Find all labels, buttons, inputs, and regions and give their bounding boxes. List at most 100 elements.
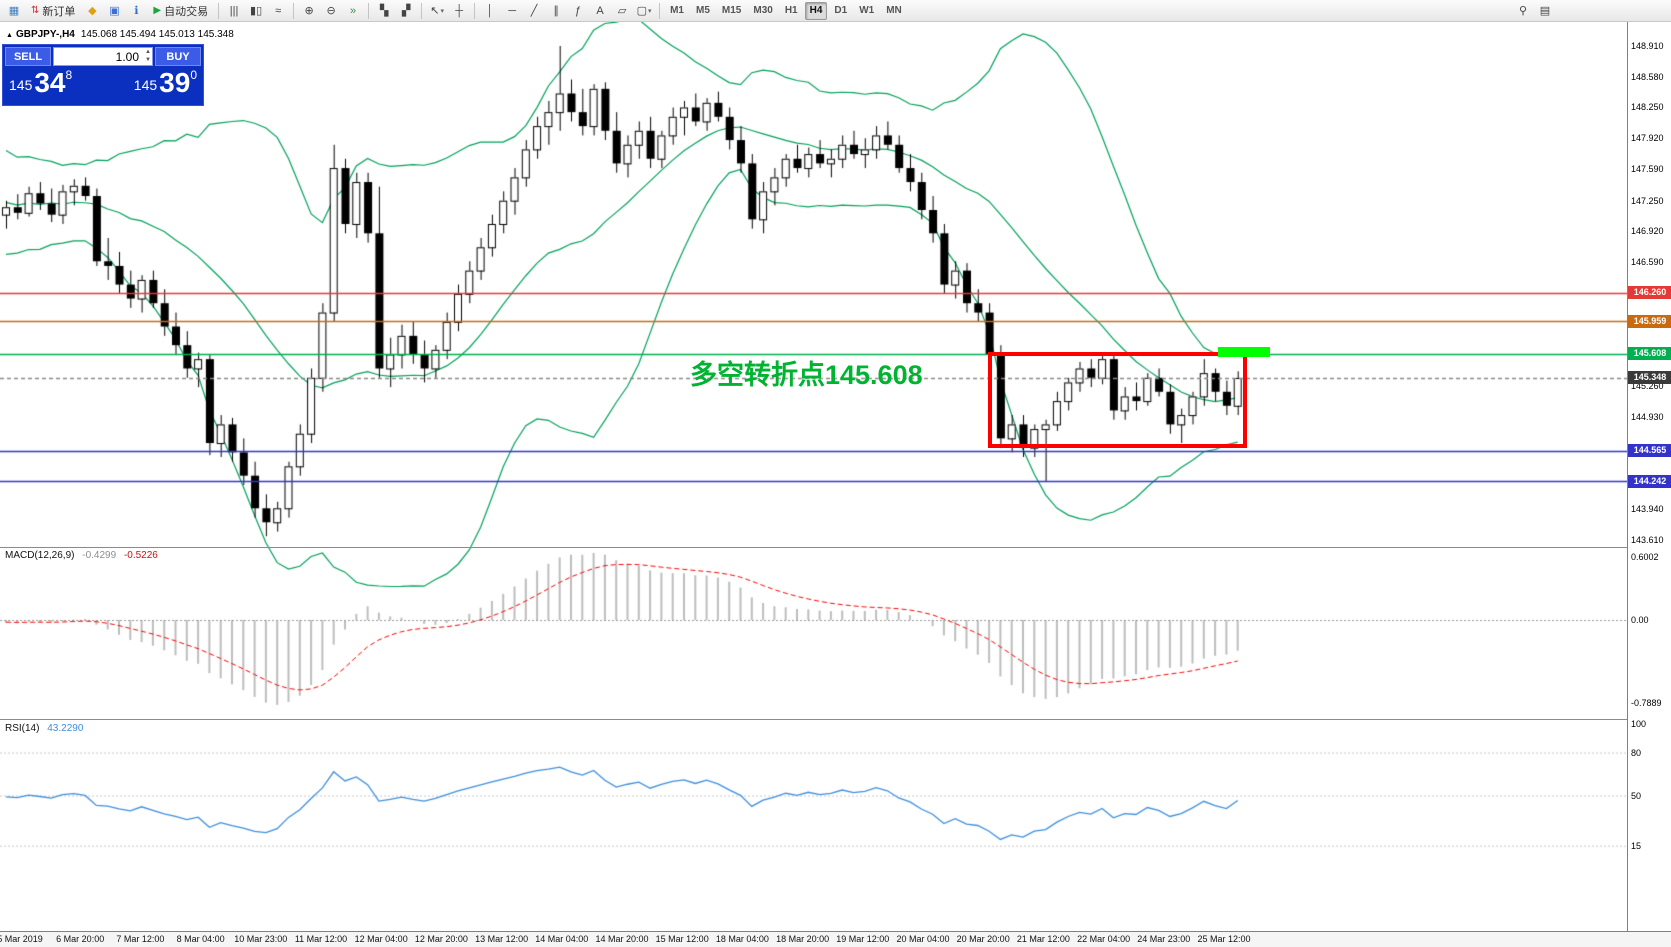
rsi-axis-label: 15 [1631,841,1642,852]
zoom-out-icon[interactable]: ⊖ [326,5,336,17]
rsi-value: 43.2290 [47,723,84,734]
time-axis-label: 11 Mar 12:00 [294,934,348,944]
rsi-axis-label: 80 [1631,748,1642,759]
search-icon[interactable]: ⚲ [1518,5,1528,17]
time-axis-label: 19 Mar 12:00 [836,934,890,944]
trendline-icon[interactable]: ╱ [530,5,538,17]
tile-windows-icon[interactable]: ▚ [379,5,389,17]
chart-shift-icon[interactable]: » [350,4,357,17]
rsi-axis-label: 50 [1631,791,1642,802]
timeframe-m15-button[interactable]: M15 [721,5,742,16]
toolbar-separator [293,2,295,19]
buy-button[interactable]: BUY [155,47,201,66]
price-axis-label: 146.590 [1631,257,1664,268]
price-level-badge: 146.260 [1628,286,1671,299]
time-axis-label: 14 Mar 20:00 [595,934,649,944]
rsi-axis-label: 100 [1631,719,1647,730]
price-axis-label: 148.250 [1631,102,1664,113]
candlestick-type-icon[interactable]: ▮▯ [250,5,263,17]
cursor-icon[interactable]: ↖ ▾ [430,5,444,17]
price-axis-label: 147.920 [1631,133,1664,144]
equidistant-channel-icon[interactable]: ∥ [553,5,559,17]
time-axis-label: 14 Mar 04:00 [535,934,589,944]
macd-axis-label: -0.7889 [1631,697,1662,708]
macd-label: MACD(12,26,9) [5,550,75,561]
autotrading-button[interactable]: ▶ 自动交易 [148,2,213,20]
time-axis-label: 6 Mar 20:00 [56,934,105,944]
market-watch-icon[interactable]: ▣ [109,5,120,17]
time-axis-label: 18 Mar 20:00 [776,934,830,944]
level-highlight-annotation[interactable] [1218,347,1270,357]
shapes-icon-dropdown[interactable]: ▾ [648,7,652,15]
toolbar-separator [474,2,476,19]
timeframe-m1-button[interactable]: M1 [670,5,684,16]
mql-community-icon[interactable]: ◆ [88,5,97,17]
cascade-windows-icon[interactable]: ▞ [401,5,411,17]
zoom-in-icon[interactable]: ⊕ [304,5,314,17]
volume-spinner[interactable]: ▲ ▼ [145,48,151,64]
timeframe-m5-button[interactable]: M5 [696,5,710,16]
sell-price: 145 34 8 [9,67,73,98]
toolbar: ▦ ⇅ 新订单 ◆ ▣ ℹ ▶ 自动交易 ||| ▮▯ ≈ ⊕ ⊖ » ▚ ▞ ↖ ▾ ┼ │ ─ ╱ ∥ ƒ A ▱ ▢ ▾ M1 M5… [0,0,1671,22]
bar-chart-type-icon[interactable]: ||| [229,4,239,17]
toolbar-separator [218,2,220,19]
time-axis-label: 20 Mar 04:00 [896,934,950,944]
timeframe-d1-button[interactable]: D1 [834,5,848,16]
price-axis-label: 146.920 [1631,226,1664,237]
price-axis-label: 147.590 [1631,163,1664,174]
timeframe-w1-button[interactable]: W1 [859,5,875,16]
turning-point-annotation[interactable]: 多空转折点145.608 [690,360,923,390]
time-axis-label: 21 Mar 12:00 [1016,934,1070,944]
buy-price: 145 39 0 [133,67,197,98]
price-axis-label: 144.930 [1631,411,1664,422]
spinner-down-icon[interactable]: ▼ [145,57,151,63]
crosshair-icon[interactable]: ┼ [455,4,463,17]
price-axis-label: 147.250 [1631,195,1664,206]
consolidation-box-annotation[interactable] [988,352,1247,448]
time-axis-label: 24 Mar 23:00 [1137,934,1191,944]
macd-axis-label: 0.00 [1631,615,1649,625]
spinner-up-icon[interactable]: ▲ [145,49,151,55]
time-axis[interactable]: 5 Mar 2019 6 Mar 20:00 7 Mar 12:00 8 Mar 04… [0,931,1671,947]
chart-window-icon[interactable]: ▦ [8,5,20,17]
macd-header: MACD(12,26,9) -0.4299 -0.5226 [5,550,163,561]
shapes-icon[interactable]: ▢ ▾ [636,5,652,17]
price-axis-label: 148.910 [1631,40,1664,51]
price-axis-label: 145.260 [1631,381,1664,392]
timeframe-m30-button[interactable]: M30 [753,5,773,16]
time-axis-label: 10 Mar 23:00 [234,934,288,944]
macd-value: -0.4299 [82,550,117,561]
macd-pane-separator[interactable] [0,547,1671,548]
arrow-label-icon[interactable]: ▱ [617,5,627,17]
price-level-badge: 144.565 [1628,444,1671,457]
price-chart-canvas[interactable] [0,22,1627,931]
time-axis-label: 13 Mar 12:00 [475,934,529,944]
rsi-header: RSI(14) 43.2290 [5,723,88,734]
timeframe-mn-button[interactable]: MN [886,5,902,16]
timeframe-h4-button[interactable]: H4 [804,1,828,20]
window-list-icon[interactable]: ▤ [1539,5,1551,17]
time-axis-label: 25 Mar 12:00 [1197,934,1251,944]
time-axis-label: 12 Mar 04:00 [354,934,408,944]
chart-area: ▲ GBPJPY-,H4 145.068 145.494 145.013 145.3… [0,22,1671,947]
sell-button[interactable]: SELL [5,47,51,66]
line-chart-type-icon[interactable]: ≈ [275,4,282,17]
fibonacci-icon[interactable]: ƒ [575,4,582,17]
text-label-icon[interactable]: A [596,4,604,17]
volume-value: 1.00 [115,49,139,64]
toolbar-separator [368,2,370,19]
data-window-icon[interactable]: ℹ [134,5,139,17]
cursor-icon-dropdown[interactable]: ▾ [440,7,444,15]
price-axis[interactable]: 148.910 148.580 148.250 147.920 147.590 147.2… [1627,22,1671,931]
timeframe-h1-button[interactable]: H1 [784,5,798,16]
rsi-pane-separator[interactable] [0,719,1671,720]
price-level-badge: 145.608 [1628,347,1671,360]
collapse-ohlc-icon[interactable]: ▲ [6,32,13,39]
price-axis-label: 143.610 [1631,534,1664,545]
new-order-button[interactable]: ⇅ 新订单 [26,2,80,20]
vertical-line-icon[interactable]: │ [486,4,494,17]
one-click-trading-panel: SELL 1.00 ▲ ▼ BUY 145 34 8 145 39 0 [2,44,204,106]
volume-input[interactable]: 1.00 ▲ ▼ [53,47,153,66]
toolbar-separator [421,2,423,19]
horizontal-line-icon[interactable]: ─ [508,4,516,17]
